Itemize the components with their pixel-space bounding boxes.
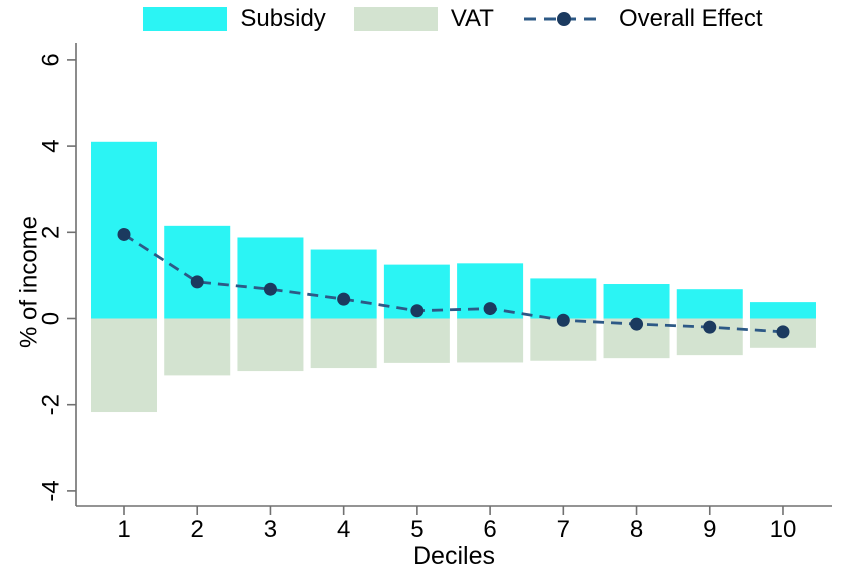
x-tick-label: 9 [703,516,716,543]
subsidy-bar [749,302,816,319]
vat-bar [383,318,450,363]
subsidy-legend-label: Subsidy [240,5,326,32]
overall-effect-point [483,302,497,316]
overall-effect-point [263,282,277,296]
x-tick-label: 8 [630,516,643,543]
subsidy-swatch-icon [143,7,228,31]
x-tick-label: 5 [410,516,423,543]
legend-item-overall: Overall Effect [522,5,763,33]
overall-effect-point [776,325,790,339]
chart-legend: Subsidy VAT Overall Effect [31,5,844,33]
overall-effect-line [123,233,784,334]
overall-effect-point [117,227,131,241]
x-tick-label: 3 [264,516,277,543]
overall-effect-point [556,313,570,327]
x-axis-title: Deciles [413,542,495,570]
vat-bar [457,318,524,363]
overall-effect-point [630,317,644,331]
overall-effect-point [410,304,424,318]
overall-dot-icon [556,12,571,26]
overall-effect-point [703,320,717,334]
y-tick-label: 2 [38,226,65,239]
y-tick-label: 4 [38,139,65,152]
vat-legend-label: VAT [450,5,494,32]
legend-item-subsidy: Subsidy [143,5,326,33]
vat-bar [237,318,304,372]
y-tick-label: -2 [38,394,65,415]
vat-bar [164,318,231,376]
subsidy-bar [676,289,743,319]
y-tick-label: 0 [38,312,65,325]
y-axis-title: % of income [16,216,43,348]
subsidy-bar [164,225,231,319]
subsidy-bar [237,237,304,319]
subsidy-bar [603,284,670,319]
y-tick-label: 6 [38,53,65,66]
y-tick-label: -4 [38,480,65,501]
vat-bar [91,318,157,413]
overall-line-sample-icon [523,12,604,26]
x-tick-label: 10 [770,516,797,543]
x-tick-label: 6 [483,516,496,543]
legend-item-vat: VAT [353,5,494,33]
x-tick-label: 4 [337,516,350,543]
x-tick-label: 1 [117,516,130,543]
overall-effect-point [190,275,204,289]
vat-swatch-icon [353,7,438,31]
subsidy-bar [310,249,377,319]
overall-effect-point [337,292,351,306]
x-tick-label: 2 [191,516,204,543]
vat-bar [310,318,377,369]
overall-legend-label: Overall Effect [618,5,763,32]
x-tick-label: 7 [557,516,570,543]
subsidy-bar [530,278,597,319]
